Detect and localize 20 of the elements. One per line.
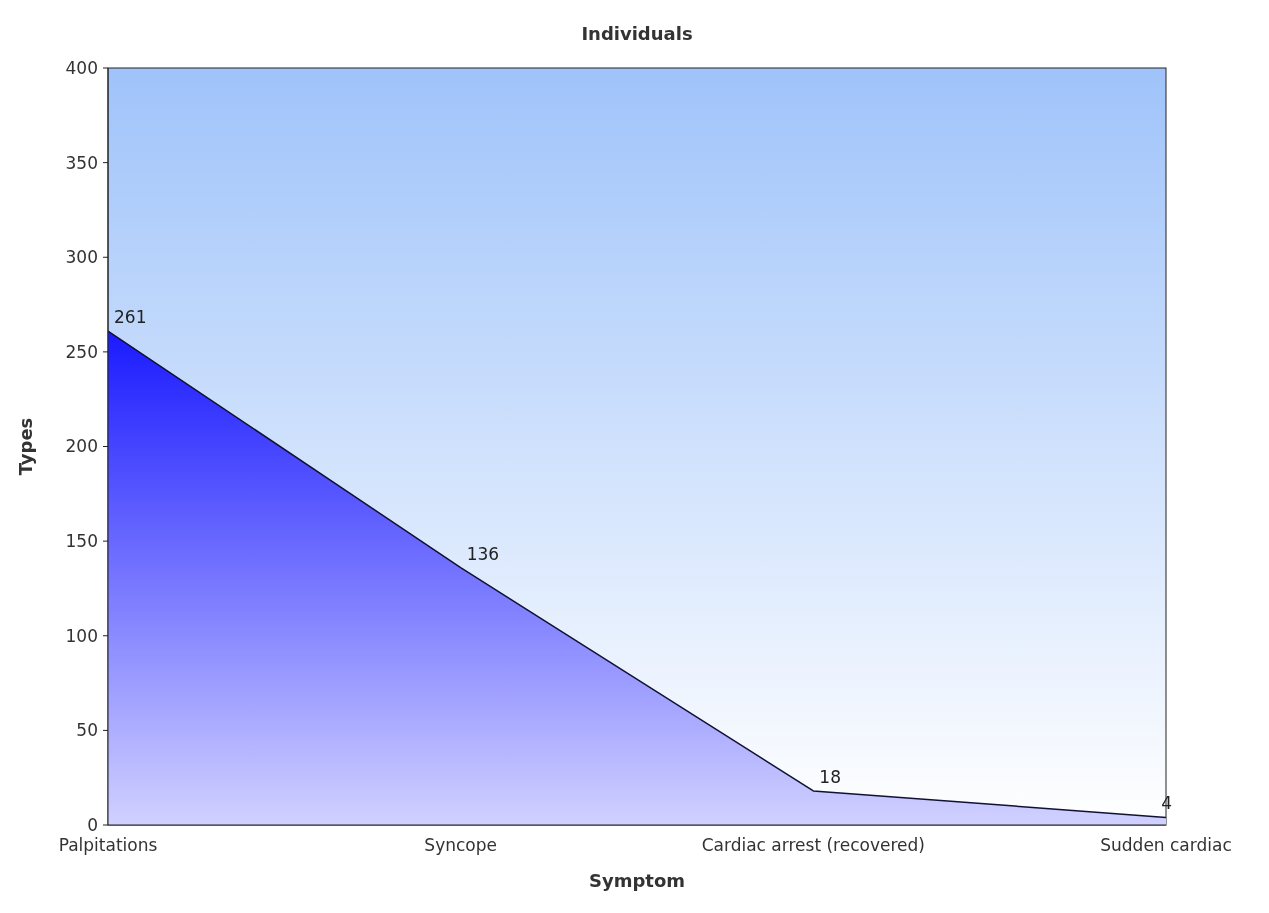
- y-tick-label: 150: [65, 531, 98, 552]
- data-label: 261: [114, 307, 147, 328]
- y-axis-title: Types: [15, 417, 36, 476]
- data-label: 4: [1161, 793, 1172, 814]
- x-tick-label: Sudden cardiac: [1100, 835, 1232, 855]
- y-tick-label: 300: [65, 247, 98, 268]
- y-tick-label: 0: [87, 814, 98, 835]
- x-axis-title: Symptom: [588, 870, 686, 891]
- y-tick-label: 350: [65, 152, 98, 173]
- y-tick-label: 100: [65, 625, 98, 646]
- data-label: 136: [466, 543, 500, 564]
- y-tick-label: 250: [65, 341, 98, 362]
- y-tick-label: 200: [65, 436, 98, 457]
- x-tick-label: Palpitations: [58, 835, 158, 855]
- chart-title: Individuals: [581, 23, 693, 44]
- y-tick-label: 50: [76, 720, 98, 741]
- x-tick-label: Syncope: [424, 835, 497, 855]
- y-tick-label: 400: [65, 57, 98, 78]
- x-tick-label: Cardiac arrest (recovered): [701, 835, 925, 855]
- data-label: 18: [819, 766, 841, 787]
